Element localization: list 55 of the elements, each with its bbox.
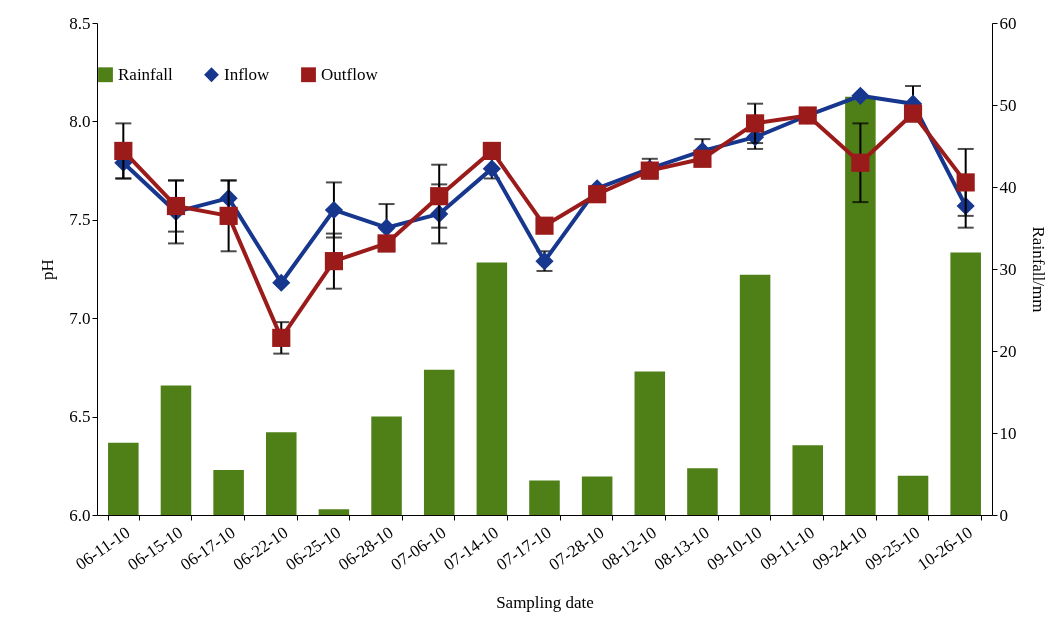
y-axis-title: pH: [38, 259, 58, 280]
bar: [950, 252, 981, 515]
legend-label: Inflow: [224, 64, 271, 84]
point: [693, 149, 712, 168]
point: [430, 187, 449, 206]
bar: [529, 480, 560, 515]
x-axis-title: Sampling date: [496, 593, 594, 613]
bar: [266, 432, 297, 515]
bar: [634, 371, 666, 515]
bar: [371, 416, 402, 515]
point: [956, 173, 975, 192]
y-tick-label: 6.5: [69, 407, 91, 427]
point: [746, 114, 765, 133]
y2-tick-label: 20: [999, 341, 1017, 361]
y2-tick-label: 60: [999, 13, 1017, 33]
y2-axis-title: Rainfall/mm: [1028, 226, 1048, 313]
legend-label: Outflow: [321, 64, 379, 84]
bar: [792, 445, 823, 515]
bar: [160, 385, 192, 515]
y2-tick-label: 30: [999, 259, 1017, 279]
point: [377, 234, 396, 253]
y-tick-label: 6.0: [69, 505, 91, 525]
bar: [739, 274, 771, 515]
y2-tick-label: 10: [999, 423, 1017, 443]
bar: [897, 475, 929, 515]
point: [272, 328, 291, 347]
point: [114, 141, 133, 160]
point: [219, 206, 238, 225]
y-tick-label: 8.0: [69, 111, 91, 131]
point: [324, 200, 343, 220]
y2-tick-label: 40: [999, 177, 1017, 197]
point: [324, 252, 343, 271]
bar: [845, 96, 876, 515]
point: [535, 216, 554, 235]
point: [166, 196, 186, 216]
y2-tick-label: 0: [999, 505, 1008, 525]
y-tick-label: 7.0: [69, 308, 91, 328]
bar: [213, 469, 244, 515]
point: [851, 86, 870, 105]
legend-label: Rainfall: [118, 64, 174, 84]
point: [903, 104, 923, 123]
point: [272, 273, 291, 292]
point: [851, 153, 870, 172]
y-tick-label: 8.5: [69, 13, 91, 33]
y2-tick-label: 50: [999, 95, 1017, 115]
point: [377, 218, 396, 237]
bar: [687, 468, 718, 515]
bar: [476, 262, 508, 515]
point: [482, 141, 501, 160]
bar: [318, 509, 350, 515]
bar: [423, 369, 455, 515]
point: [588, 185, 607, 204]
y-tick-label: 7.5: [69, 210, 91, 230]
bar: [581, 476, 613, 515]
bar: [108, 442, 139, 515]
